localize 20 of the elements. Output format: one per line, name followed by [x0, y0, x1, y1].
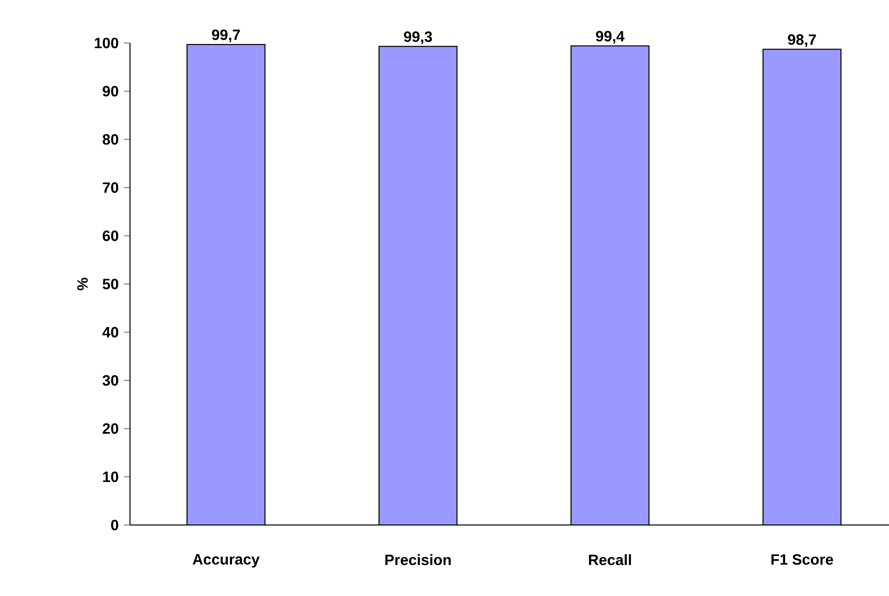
- y-tick-label: 100: [94, 38, 118, 48]
- y-tick-label: 50: [102, 278, 118, 290]
- data-label: 99,4: [596, 30, 624, 44]
- x-tick-label: Recall: [588, 554, 631, 566]
- data-label: 98,7: [788, 34, 816, 48]
- data-label: 99,7: [212, 29, 240, 42]
- y-axis-title: %: [77, 278, 88, 290]
- y-tick-label: 80: [102, 134, 118, 145]
- y-tick-label: 60: [102, 230, 118, 242]
- y-tick-label: 90: [102, 86, 118, 96]
- x-tick-label: F1 Score: [771, 554, 834, 565]
- y-tick-label: 0: [111, 520, 118, 530]
- y-tick-label: 70: [102, 182, 118, 193]
- y-tick-label: 30: [102, 375, 118, 386]
- x-tick-label: Accuracy: [192, 554, 260, 568]
- y-tick-label: 20: [102, 423, 118, 434]
- data-label: 99,3: [404, 31, 432, 44]
- y-tick-label: 40: [102, 326, 118, 338]
- y-tick-label: 10: [103, 472, 118, 482]
- x-tick-label: Precision: [385, 554, 451, 566]
